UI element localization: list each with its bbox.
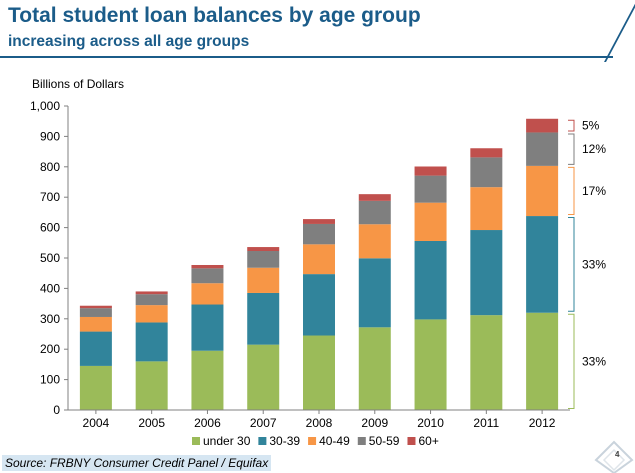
y-axis-title: Billions of Dollars <box>32 77 124 91</box>
source-note: Source: FRBNY Consumer Credit Panel / Eq… <box>2 455 272 471</box>
x-tick-label: 2005 <box>138 416 165 430</box>
bar-segment <box>358 194 391 201</box>
bar-segment <box>79 365 112 410</box>
x-tick-label: 2010 <box>417 416 444 430</box>
y-tick-label: 1,000 <box>30 99 60 113</box>
legend-swatch <box>308 437 317 445</box>
x-tick-label: 2011 <box>473 416 499 430</box>
bar-segment <box>79 305 112 309</box>
bar-segment <box>358 258 391 328</box>
bar-segment <box>470 315 503 410</box>
x-tick-label: 2009 <box>361 416 388 430</box>
bar-segment <box>303 223 335 245</box>
annotation-bracket <box>568 217 575 312</box>
y-tick-label: 700 <box>40 190 60 204</box>
y-tick-label: 0 <box>53 403 60 417</box>
bar-segment <box>247 251 280 268</box>
legend-label: 50-59 <box>369 434 400 448</box>
x-tick-label: 2006 <box>194 416 221 430</box>
y-axis: 0 100 200 300 400 500 600 700 800 900 1,000 <box>30 99 69 417</box>
bar-segment <box>470 230 503 316</box>
bar-segment <box>135 305 168 323</box>
bar-segment <box>358 327 391 410</box>
bar-segment <box>414 319 447 410</box>
annotation-bracket <box>568 119 575 132</box>
share-annotations: 5% 12% 17% 33% 33% <box>568 119 606 409</box>
y-tick-label: 300 <box>40 312 60 326</box>
annotation-label: 12% <box>582 142 606 156</box>
bar-segment <box>303 244 335 275</box>
bar-segment <box>526 118 559 133</box>
annotation-label: 33% <box>582 257 606 271</box>
y-tick-label: 400 <box>40 281 60 295</box>
legend-label: 30-39 <box>269 434 300 448</box>
annotation-bracket <box>568 166 575 216</box>
bar-segment <box>135 361 168 410</box>
x-axis: 2004 2005 2006 2007 2008 2009 2010 2011 2012 <box>68 409 570 430</box>
legend-swatch <box>357 437 366 445</box>
y-tick-label: 900 <box>40 129 60 143</box>
y-tick-label: 100 <box>40 373 60 387</box>
bar-segment <box>526 216 559 313</box>
legend-swatch <box>258 437 267 445</box>
bar-segment <box>191 268 224 284</box>
annotation-label: 33% <box>582 354 606 368</box>
y-tick-label: 600 <box>40 221 60 235</box>
x-tick-label: 2012 <box>529 416 556 430</box>
bar-segment <box>191 304 224 351</box>
bar-segment <box>135 291 168 295</box>
bar-segment <box>79 331 112 366</box>
bar-segment <box>526 132 559 166</box>
slide-subtitle: increasing across all age groups <box>8 33 250 50</box>
annotation-label: 17% <box>582 184 606 198</box>
legend-label: under 30 <box>203 434 251 448</box>
x-tick-label: 2007 <box>250 416 277 430</box>
bar-segment <box>247 344 280 410</box>
bars <box>79 118 559 410</box>
bar-segment <box>414 175 447 203</box>
corner-decoration-icon <box>594 440 634 473</box>
bar-segment <box>470 148 503 158</box>
bar-segment <box>191 264 224 269</box>
bar-segment <box>470 187 503 231</box>
slide-title: Total student loan balances by age group <box>8 4 421 27</box>
legend-label: 60+ <box>418 434 438 448</box>
bar-segment <box>414 166 447 176</box>
y-tick-label: 800 <box>40 160 60 174</box>
bar-segment <box>358 224 391 259</box>
bar-segment <box>79 308 112 317</box>
legend: under 30 30-39 40-49 50-59 60+ <box>192 434 439 448</box>
title-underline <box>0 56 613 58</box>
legend-swatch <box>407 437 416 445</box>
bar-segment <box>303 219 335 224</box>
bar-segment <box>135 294 168 306</box>
bar-segment <box>247 292 280 345</box>
legend-swatch <box>192 437 200 445</box>
bar-segment <box>470 157 503 188</box>
bar-segment <box>526 165 559 217</box>
y-tick-label: 500 <box>40 251 60 265</box>
bar-segment <box>79 316 112 332</box>
y-tick-label: 200 <box>40 342 60 356</box>
bar-segment <box>191 283 224 305</box>
bar-segment <box>303 335 335 410</box>
x-tick-label: 2008 <box>306 416 333 430</box>
bar-segment <box>247 247 280 252</box>
legend-label: 40-49 <box>319 434 350 448</box>
bar-segment <box>526 312 559 410</box>
annotation-bracket <box>568 133 575 165</box>
bar-segment <box>414 202 447 241</box>
bar-segment <box>358 200 391 225</box>
x-tick-label: 2004 <box>83 416 110 430</box>
bar-segment <box>135 322 168 362</box>
annotation-bracket <box>568 313 575 409</box>
bar-segment <box>191 350 224 410</box>
page-number: 4 <box>615 450 620 459</box>
bar-segment <box>303 274 335 336</box>
annotation-label: 5% <box>582 119 600 133</box>
bar-segment <box>247 267 280 293</box>
bar-segment <box>414 240 447 320</box>
